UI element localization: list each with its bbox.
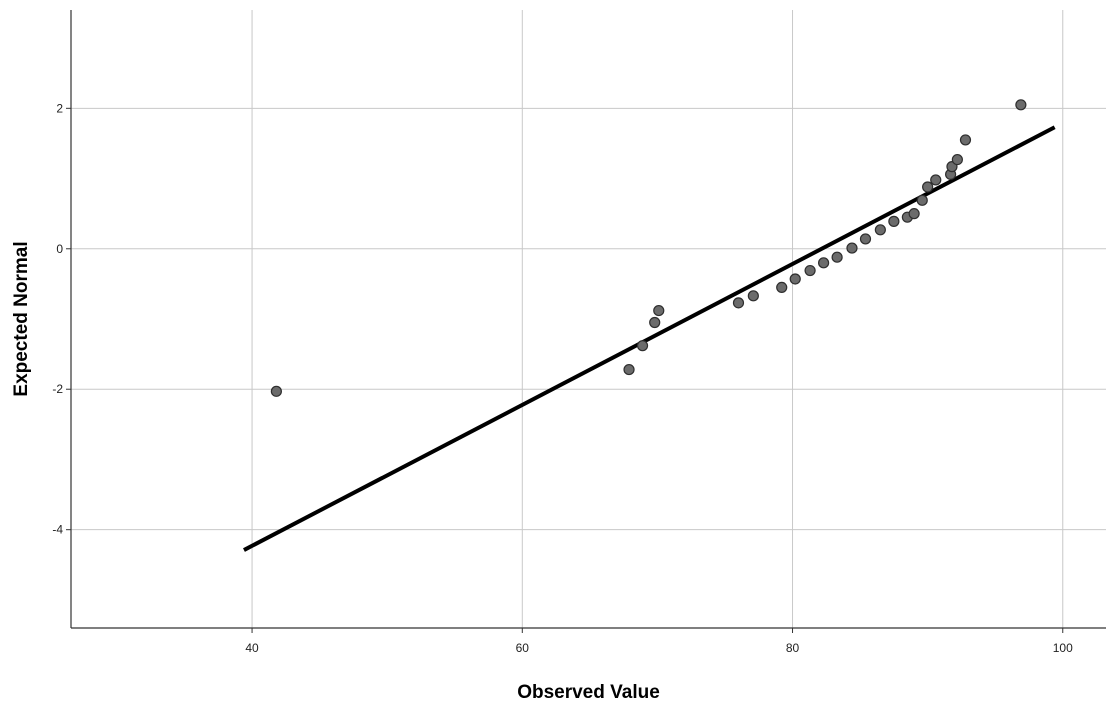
- data-point: [951, 153, 963, 166]
- x-tick-label: 80: [786, 641, 800, 655]
- data-point: [916, 194, 928, 206]
- x-axis-title: Observed Value: [517, 682, 660, 702]
- data-point: [959, 134, 972, 146]
- reference-line-group: [243, 125, 1056, 552]
- data-point: [776, 281, 788, 293]
- data-point: [831, 251, 843, 263]
- data-point: [818, 257, 830, 269]
- x-tick-label: 60: [516, 641, 530, 655]
- grid-lines: [71, 10, 1106, 628]
- data-point: [1015, 99, 1027, 111]
- data-point: [859, 233, 872, 245]
- y-tick-label: 2: [56, 101, 63, 115]
- data-point: [789, 273, 801, 285]
- data-point: [888, 215, 900, 227]
- y-tick-label: -4: [52, 523, 63, 537]
- data-point: [804, 264, 816, 277]
- data-point: [653, 304, 665, 317]
- data-point: [930, 174, 942, 186]
- y-tick-label: -2: [52, 382, 63, 396]
- y-tick-label: 0: [56, 242, 63, 256]
- data-point: [846, 242, 858, 254]
- y-axis-title: Expected Normal: [11, 241, 32, 396]
- data-point: [649, 316, 661, 329]
- data-point: [623, 363, 635, 376]
- data-point: [270, 385, 282, 397]
- reference-line: [243, 125, 1056, 552]
- x-tick-label: 40: [245, 641, 259, 655]
- tick-labels: 40 60 80 100 -4 -2 0 2: [52, 101, 1073, 655]
- data-points: [270, 99, 1027, 397]
- data-point: [874, 224, 886, 236]
- data-point: [922, 181, 934, 193]
- data-point: [732, 297, 745, 309]
- data-point: [908, 208, 920, 220]
- x-tick-label: 100: [1053, 641, 1073, 655]
- data-point: [636, 340, 649, 352]
- axes: [66, 10, 1106, 633]
- data-point: [747, 290, 759, 302]
